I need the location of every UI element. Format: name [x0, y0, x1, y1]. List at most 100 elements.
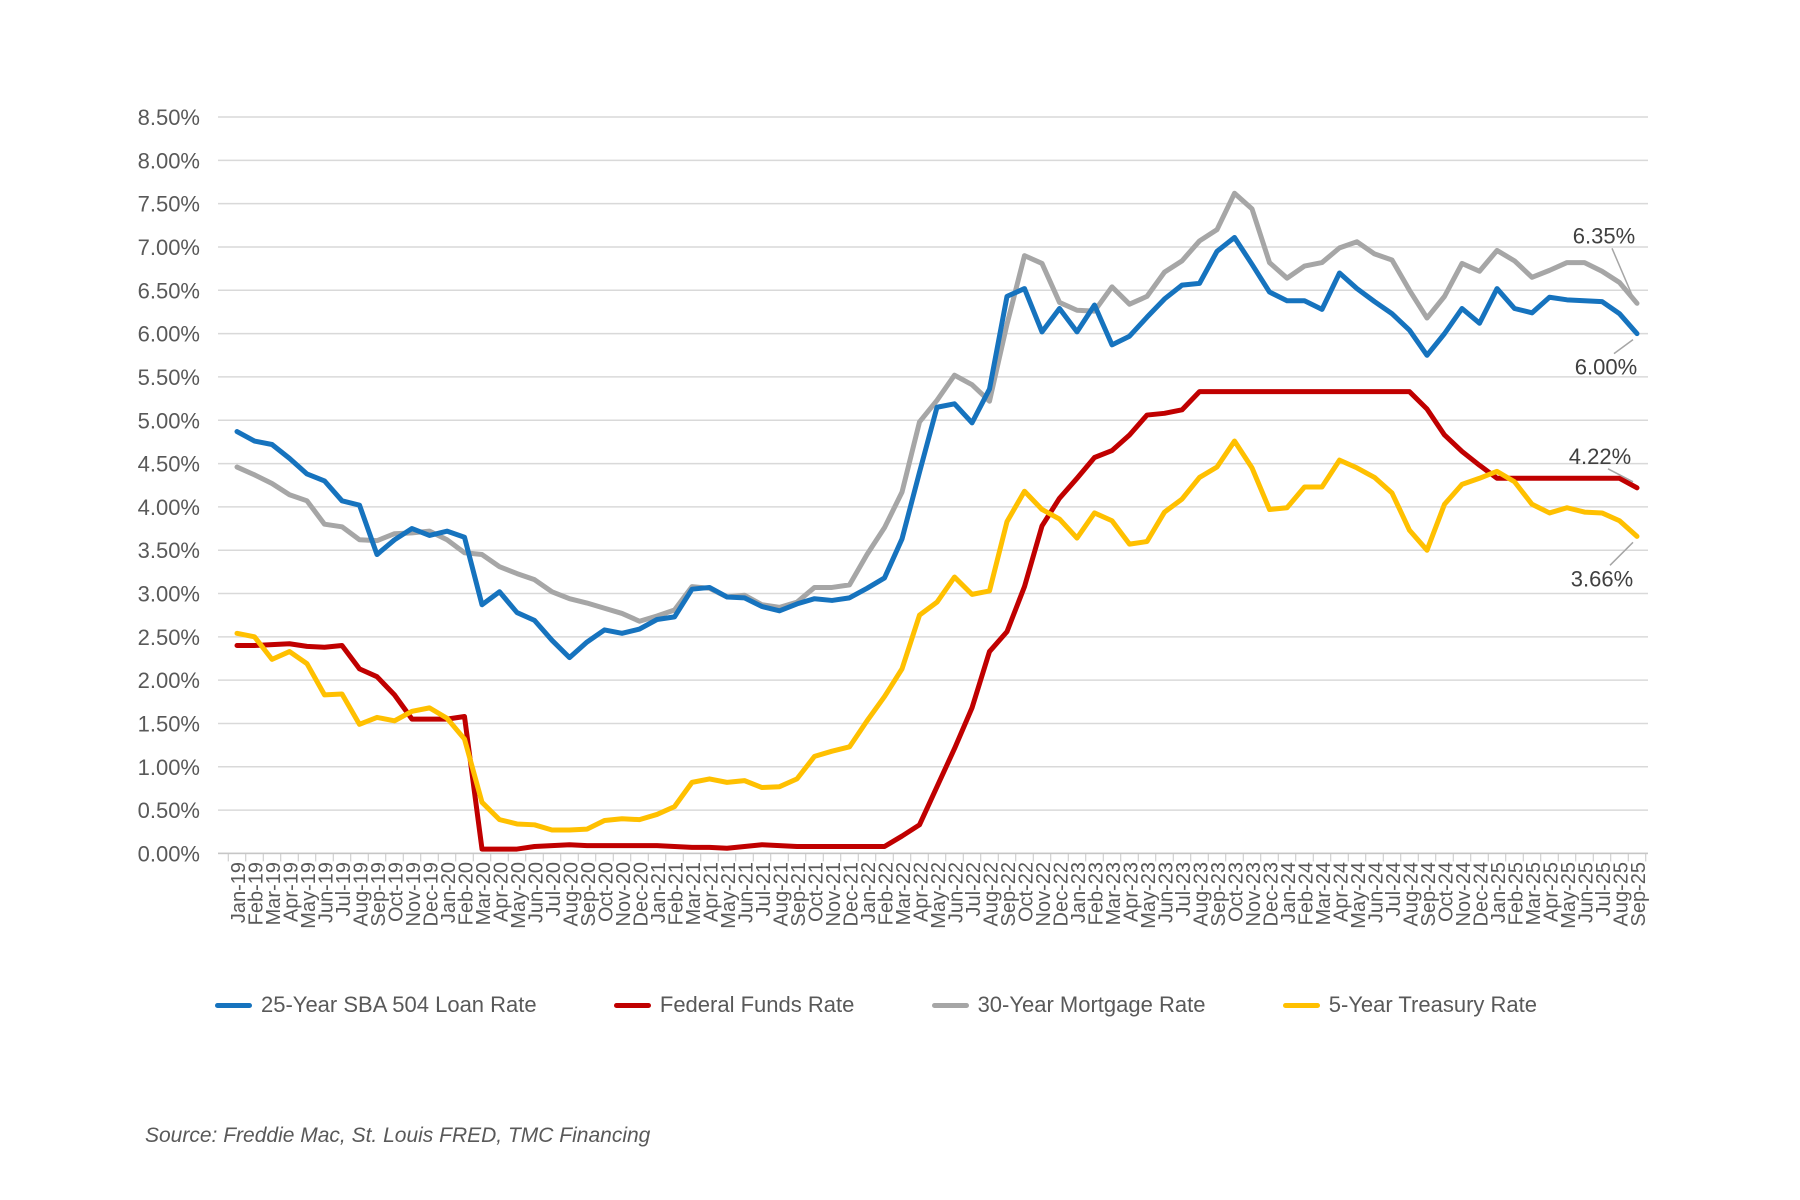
y-axis-tick-label: 7.00% — [138, 235, 200, 260]
x-axis-month-label: Jul-19 — [333, 862, 355, 916]
legend-label-sba-504: 25-Year SBA 504 Loan Rate — [261, 992, 537, 1017]
x-axis-month-label: Feb-23 — [1086, 862, 1108, 925]
data-label-635: 6.35% — [1573, 223, 1635, 248]
x-axis-month-label: Sep-24 — [1418, 862, 1440, 927]
x-axis-month-label: May-25 — [1558, 862, 1580, 929]
x-axis-month-label: Oct-23 — [1226, 862, 1248, 922]
x-axis-month-label: Jun-20 — [526, 862, 548, 923]
x-axis-month-label: Jun-19 — [316, 862, 338, 923]
x-axis-month-label: Nov-20 — [613, 862, 635, 926]
legend-label-30yr-mortgage: 30-Year Mortgage Rate — [977, 992, 1206, 1017]
x-axis-month-label: Sep-25 — [1628, 862, 1650, 927]
source-note: Source: Freddie Mac, St. Louis FRED, TMC… — [145, 1124, 651, 1147]
x-axis-month-label: Aug-24 — [1401, 862, 1423, 927]
legend-item-sba-504: 25-Year SBA 504 Loan Rate — [215, 992, 537, 1018]
legend-label-federal-funds: Federal Funds Rate — [659, 992, 855, 1017]
annotation-leader-line — [1611, 248, 1634, 298]
x-axis-month-label: Apr-23 — [1121, 862, 1143, 922]
y-axis-tick-label: 4.00% — [138, 495, 200, 520]
x-axis-month-label: Aug-21 — [771, 862, 793, 927]
x-axis-month-label: Apr-25 — [1541, 862, 1563, 922]
x-axis-month-label: Nov-21 — [823, 862, 845, 926]
x-axis-month-label: Jan-25 — [1488, 862, 1510, 923]
x-axis-month-label: Jul-25 — [1593, 862, 1615, 916]
y-axis-tick-label: 1.50% — [138, 711, 200, 736]
x-axis-month-label: Jul-24 — [1383, 862, 1405, 916]
annotation-leader-line — [1607, 468, 1634, 483]
annotation-leader-line — [1613, 339, 1634, 355]
x-axis-month-label: Oct-22 — [1016, 862, 1038, 922]
chart-legend: 25-Year SBA 504 Loan Rate Federal Funds … — [215, 992, 1537, 1018]
y-axis-tick-label: 1.00% — [138, 755, 200, 780]
x-axis-month-label: Jan-20 — [438, 862, 460, 923]
x-axis-month-label: Feb-24 — [1296, 862, 1318, 925]
x-axis-month-label: Oct-20 — [596, 862, 618, 922]
y-axis-tick-label: 5.00% — [138, 408, 200, 433]
x-axis-month-label: Nov-23 — [1243, 862, 1265, 926]
x-axis-month-label: Jul-23 — [1173, 862, 1195, 916]
x-axis-month-label: Dec-20 — [631, 862, 653, 926]
x-axis-month-label: Aug-20 — [561, 862, 583, 927]
x-axis-month-label: Feb-25 — [1506, 862, 1528, 925]
x-axis-month-label: Sep-22 — [998, 862, 1020, 927]
legend-marker-federal-funds — [613, 1002, 651, 1008]
y-axis-tick-label: 0.50% — [138, 798, 200, 823]
x-axis-month-label: Mar-20 — [473, 862, 495, 925]
x-axis-month-label: Feb-22 — [876, 862, 898, 925]
x-axis-month-label: Mar-19 — [263, 862, 285, 925]
annotation-leader-line — [1609, 541, 1634, 566]
series-line-5-year-treasury-rate — [234, 438, 1640, 833]
y-axis-tick-label: 8.50% — [138, 105, 200, 130]
x-axis-month-label: Mar-22 — [893, 862, 915, 925]
x-axis-month-label: Jan-19 — [228, 862, 250, 923]
data-label-422: 4.22% — [1569, 444, 1631, 469]
x-axis-month-label: Aug-19 — [351, 862, 373, 927]
x-axis-month-label: Jun-23 — [1156, 862, 1178, 923]
y-axis-tick-label: 3.00% — [138, 582, 200, 607]
x-axis-month-label: Apr-22 — [911, 862, 933, 922]
x-axis-month-label: Aug-22 — [981, 862, 1003, 927]
x-axis-month-label: Jul-22 — [963, 862, 985, 916]
x-axis-month-label: Jan-21 — [648, 862, 670, 923]
x-axis-month-label: May-23 — [1138, 862, 1160, 929]
x-axis-month-label: Mar-21 — [683, 862, 705, 925]
series-line-federal-funds-rate — [234, 389, 1640, 852]
x-axis-month-label: Oct-19 — [386, 862, 408, 922]
x-axis-month-label: Jan-23 — [1068, 862, 1090, 923]
x-axis-month-label: Feb-19 — [246, 862, 268, 925]
data-label-600: 6.00% — [1575, 355, 1637, 380]
y-axis-tick-label: 3.50% — [138, 538, 200, 563]
legend-marker-sba-504 — [215, 1002, 252, 1008]
x-axis-month-label: Oct-21 — [806, 862, 828, 922]
x-axis-month-label: Sep-19 — [368, 862, 390, 927]
y-axis-tick-label: 6.00% — [138, 322, 200, 347]
x-axis-month-label: Sep-20 — [578, 862, 600, 927]
x-axis-month-label: Apr-21 — [701, 862, 723, 922]
y-axis-tick-label: 8.00% — [138, 148, 200, 173]
x-axis-month-label: May-22 — [928, 862, 950, 929]
y-axis-tick-label: 5.50% — [138, 365, 200, 390]
x-axis-month-label: Dec-22 — [1051, 862, 1073, 926]
x-axis-month-label: Nov-19 — [403, 862, 425, 926]
x-axis-month-label: Dec-23 — [1261, 862, 1283, 926]
x-axis-month-label: Mar-25 — [1523, 862, 1545, 925]
x-axis-month-label: Nov-22 — [1033, 862, 1055, 926]
x-axis-month-label: Jul-21 — [753, 862, 775, 916]
legend-item-federal-funds: Federal Funds Rate — [613, 992, 855, 1018]
y-axis-tick-label: 2.00% — [138, 668, 200, 693]
x-axis-month-label: Jan-22 — [858, 862, 880, 923]
x-axis-month-label: Feb-20 — [456, 862, 478, 925]
x-axis-month-label: Jun-21 — [736, 862, 758, 923]
x-axis-month-label: Aug-23 — [1191, 862, 1213, 927]
x-axis-month-label: Feb-21 — [666, 862, 688, 925]
x-axis-month-label: May-21 — [718, 862, 740, 929]
legend-item-30yr-mortgage: 30-Year Mortgage Rate — [931, 992, 1206, 1018]
x-axis-month-label: Mar-23 — [1103, 862, 1125, 925]
x-axis-month-label: Apr-20 — [491, 862, 513, 922]
x-axis-month-label: Sep-21 — [788, 862, 810, 927]
y-axis-tick-label: 0.00% — [138, 841, 200, 866]
y-axis-tick-label: 6.50% — [138, 278, 200, 303]
legend-label-5yr-treasury: 5-Year Treasury Rate — [1328, 992, 1537, 1017]
